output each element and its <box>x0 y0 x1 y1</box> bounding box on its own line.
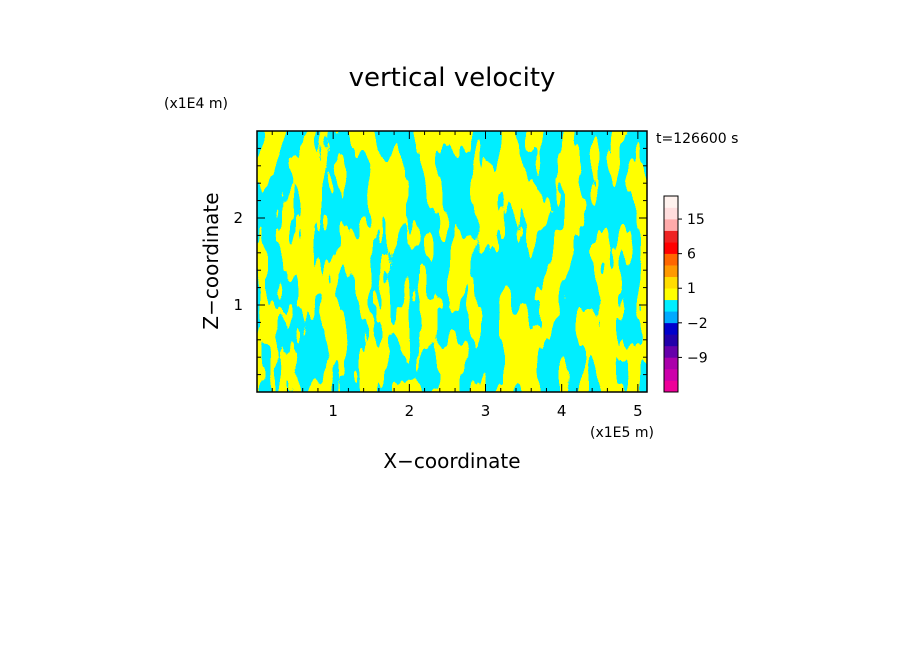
colorbar-segment <box>664 219 678 231</box>
y-axis: 12 <box>233 147 647 376</box>
colorbar: 15 6 1 −2 −9 <box>663 195 708 393</box>
x-tick-label: 4 <box>557 402 567 420</box>
colorbar-segment <box>664 196 678 208</box>
colorbar-label: −9 <box>687 350 708 366</box>
colorbar-segment <box>664 334 678 347</box>
x-axis-title: X−coordinate <box>383 449 520 473</box>
x-tick-label: 1 <box>328 402 338 420</box>
colorbar-segment <box>664 322 678 335</box>
colorbar-segment <box>664 276 678 289</box>
colorbar-label: 1 <box>687 281 696 297</box>
colorbar-segment <box>664 207 678 220</box>
colorbar-segment <box>664 242 678 254</box>
colorbar-label: 6 <box>687 247 696 263</box>
positive-velocity-regions <box>257 131 647 392</box>
y-axis-title: Z−coordinate <box>199 192 223 329</box>
colorbar-label: −2 <box>687 316 708 332</box>
colorbar-segment <box>664 368 678 381</box>
colorbar-segment <box>664 380 678 393</box>
colorbar-segment <box>664 345 678 358</box>
colorbar-segment <box>664 311 678 324</box>
x-tick-label: 5 <box>633 402 643 420</box>
colorbar-label: 15 <box>687 212 705 228</box>
plot-area <box>256 130 648 393</box>
colorbar-segment <box>664 265 678 278</box>
y-tick-label: 1 <box>233 296 243 314</box>
chart-title: vertical velocity <box>349 63 556 93</box>
x-tick-label: 2 <box>405 402 415 420</box>
plot-frame <box>256 130 648 393</box>
colorbar-segment <box>664 253 678 266</box>
x-scale-label: (x1E5 m) <box>590 425 654 441</box>
colorbar-segment <box>664 299 678 312</box>
time-label: t=126600 s <box>656 131 738 147</box>
x-axis: 1 2 3 4 5 <box>271 131 643 420</box>
y-tick-label: 2 <box>233 209 243 227</box>
colorbar-segment <box>664 288 678 301</box>
x-tick-label: 3 <box>481 402 491 420</box>
colorbar-frame <box>663 195 679 393</box>
y-scale-label: (x1E4 m) <box>164 96 228 112</box>
colorbar-segment <box>664 230 678 243</box>
colorbar-segment <box>664 357 678 370</box>
